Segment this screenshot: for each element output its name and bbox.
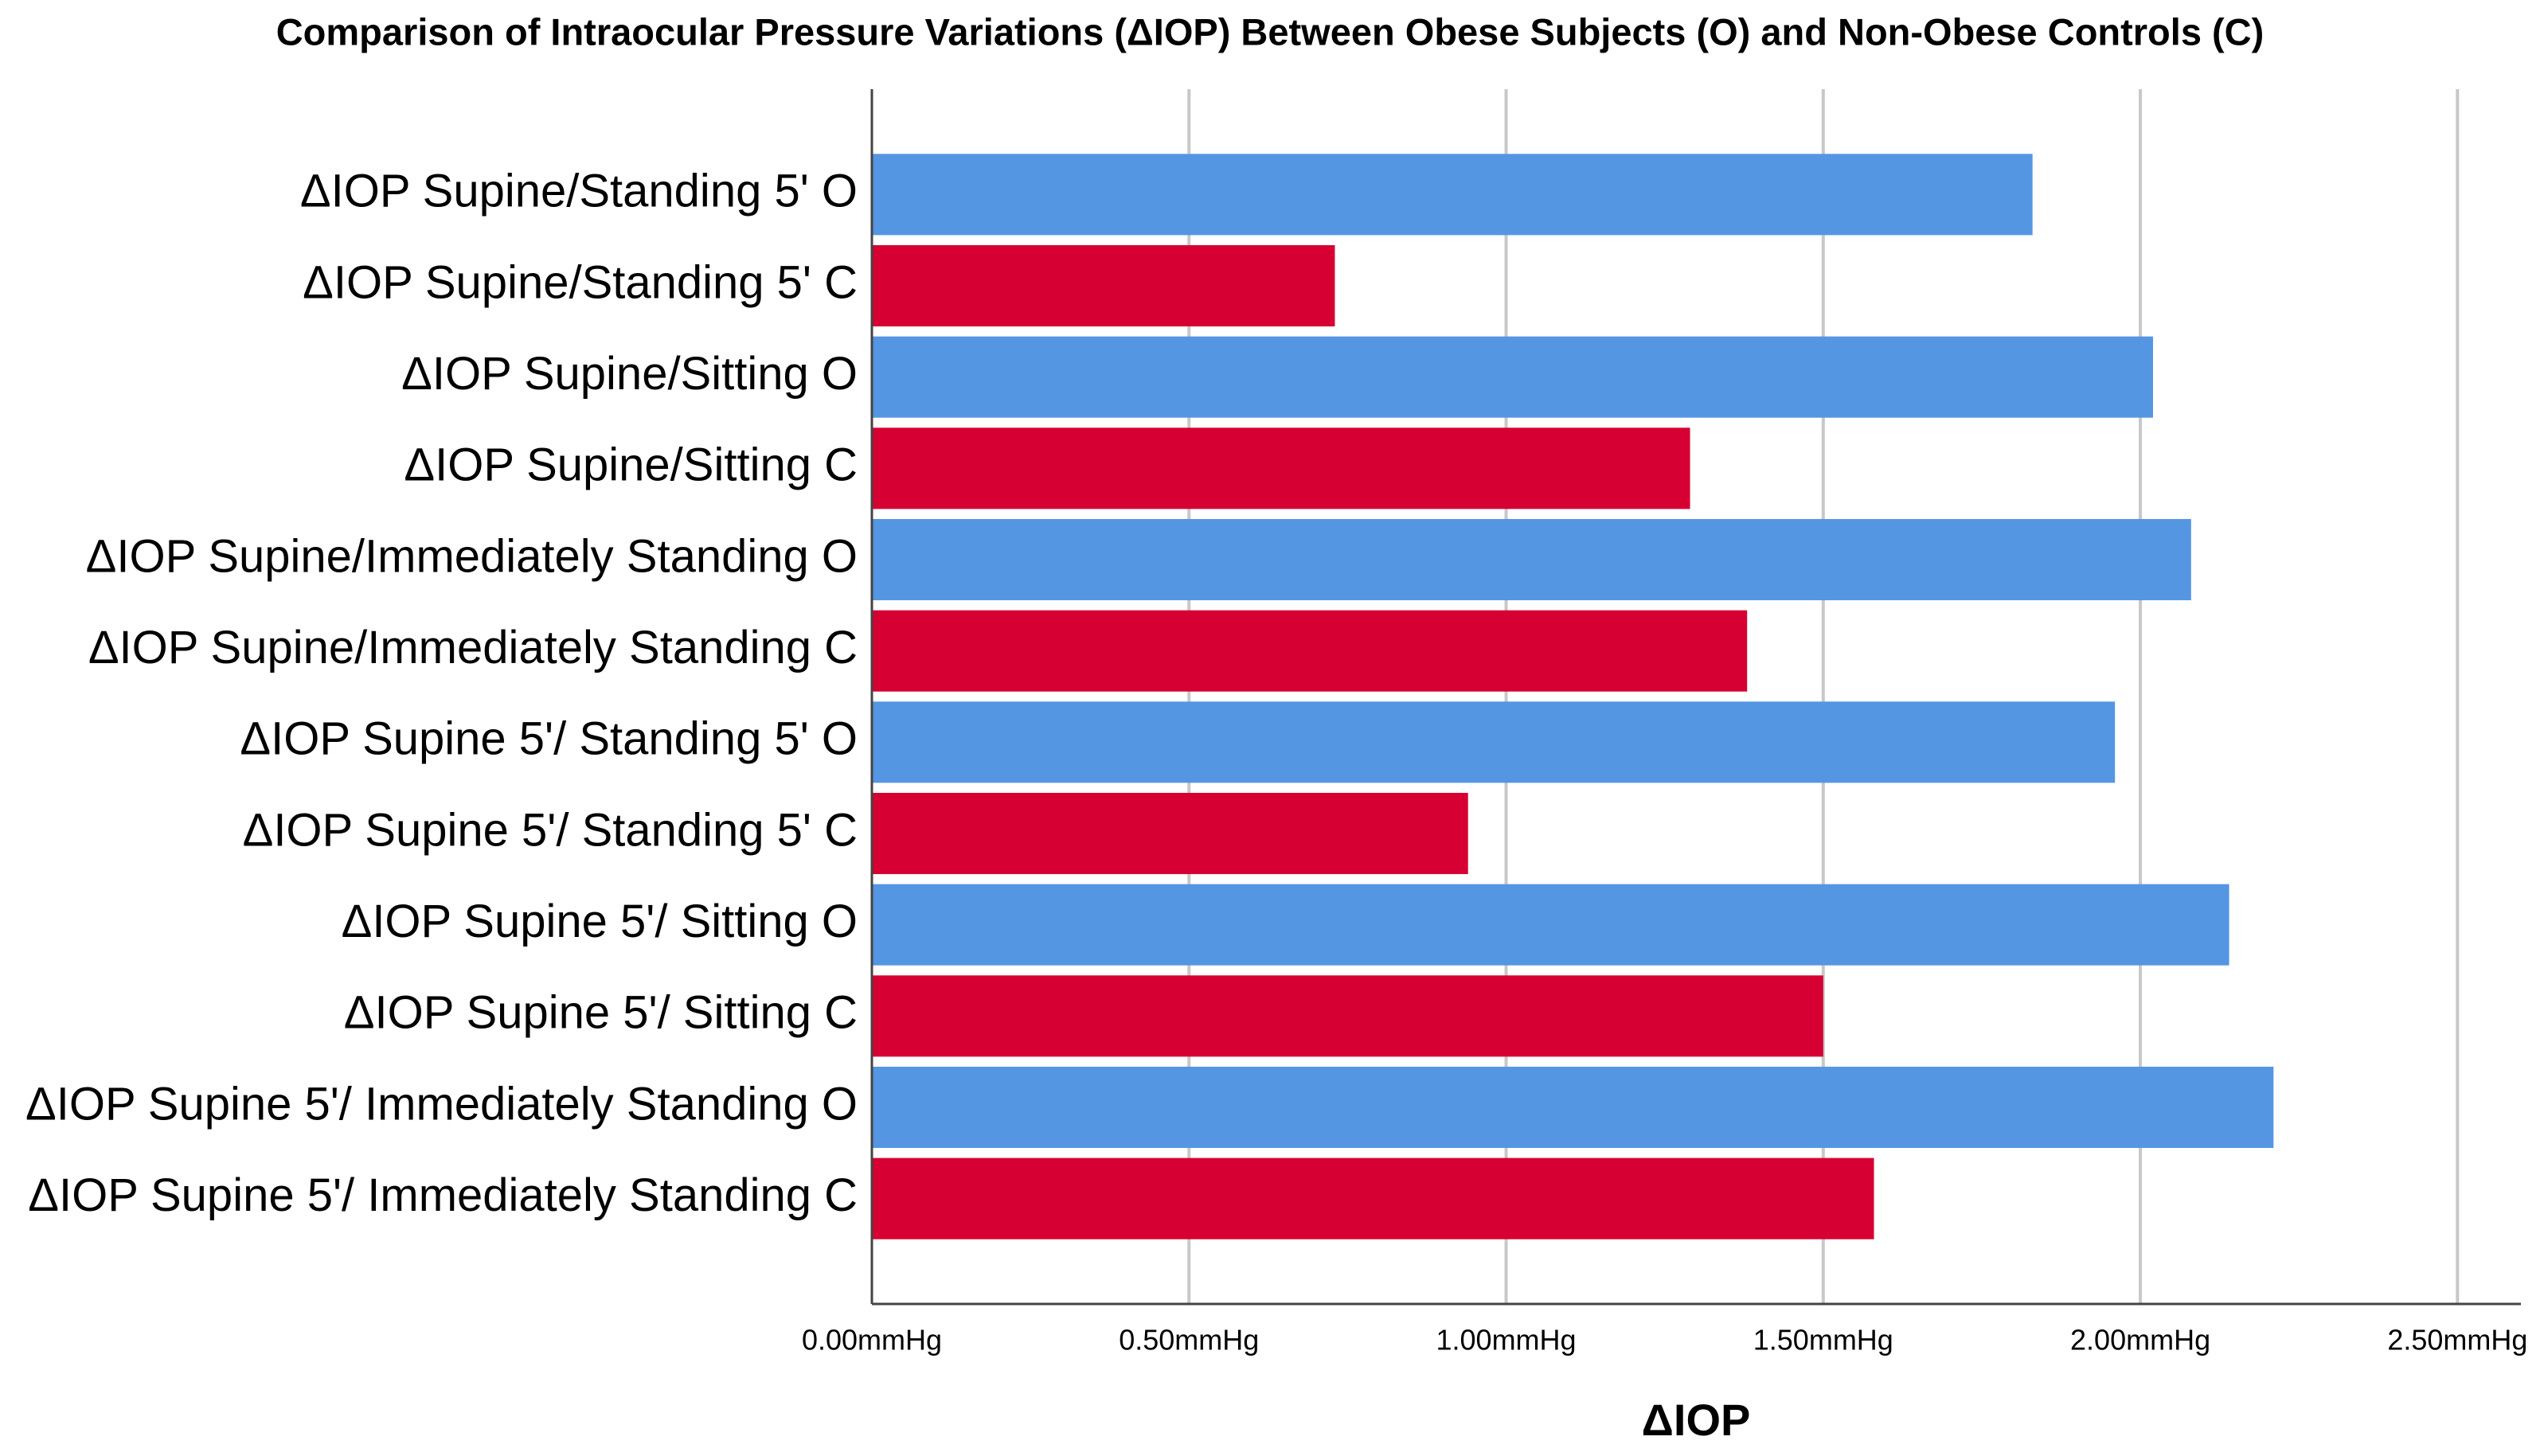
bar [872, 975, 1823, 1057]
bar [872, 1157, 1874, 1239]
y-tick-label: ΔIOP Supine 5'/ Immediately Standing C [28, 1169, 858, 1221]
bar [872, 610, 1748, 692]
y-tick-label: ΔIOP Supine 5'/ Sitting O [342, 896, 858, 947]
x-tick-label: 0.50mmHg [1119, 1324, 1259, 1356]
bar [872, 1066, 2274, 1149]
bar [872, 792, 1468, 875]
y-tick-label: ΔIOP Supine/Immediately Standing O [86, 530, 858, 582]
x-tick-label: 2.50mmHg [2387, 1324, 2527, 1356]
x-tick-label: 1.50mmHg [1753, 1324, 1893, 1356]
bar [872, 427, 1690, 509]
bar [872, 154, 2033, 236]
y-tick-label: ΔIOP Supine/Sitting C [404, 439, 858, 491]
x-tick-label: 2.00mmHg [2070, 1324, 2210, 1356]
y-tick-label: ΔIOP Supine 5'/ Standing 5' O [240, 713, 858, 765]
y-tick-label: ΔIOP Supine 5'/ Sitting C [344, 987, 858, 1039]
x-axis-title: ΔIOP [1642, 1395, 1751, 1445]
y-tick-label: ΔIOP Supine/Sitting O [401, 348, 858, 400]
bar [872, 884, 2229, 966]
bar [872, 244, 1335, 327]
y-tick-label: ΔIOP Supine/Immediately Standing C [88, 622, 858, 673]
bar [872, 336, 2154, 418]
bar [872, 518, 2191, 601]
bar [872, 701, 2116, 783]
y-tick-label: ΔIOP Supine/Standing 5' C [303, 256, 858, 308]
x-tick-label: 0.00mmHg [802, 1324, 942, 1356]
y-tick-label: ΔIOP Supine 5'/ Immediately Standing O [25, 1078, 858, 1130]
x-tick-label: 1.00mmHg [1436, 1324, 1577, 1356]
y-tick-label: ΔIOP Supine/Standing 5' O [300, 166, 858, 217]
y-tick-label: ΔIOP Supine 5'/ Standing 5' C [243, 804, 858, 856]
chart-title: Comparison of Intraocular Pressure Varia… [276, 10, 2265, 53]
